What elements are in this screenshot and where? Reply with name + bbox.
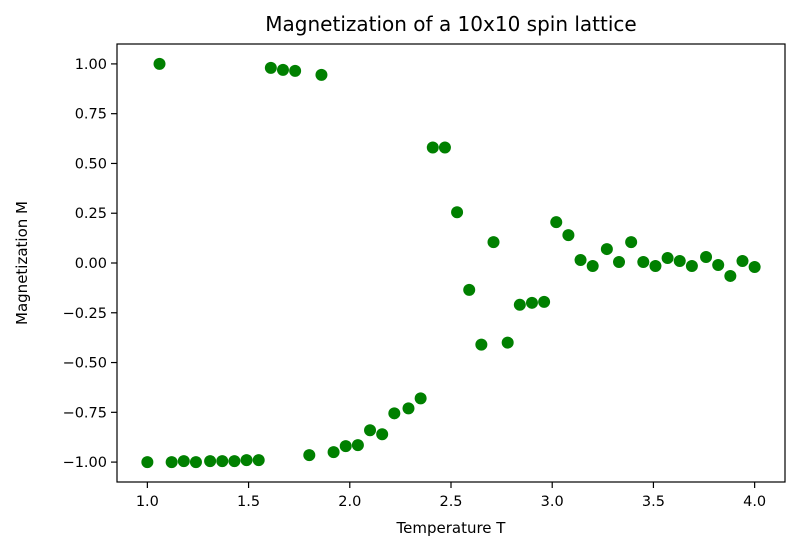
data-point [600, 243, 613, 256]
data-point [700, 251, 713, 264]
data-point [513, 298, 526, 311]
data-point [438, 141, 451, 154]
data-point [736, 255, 749, 268]
data-point [463, 283, 476, 296]
data-point [586, 259, 599, 272]
data-point [351, 439, 364, 452]
x-tick-label: 1.0 [136, 494, 159, 510]
data-point [724, 269, 737, 282]
data-point [475, 338, 488, 351]
data-point [303, 449, 316, 462]
x-tick-label: 2.5 [439, 494, 462, 510]
y-tick-label: −0.50 [63, 356, 107, 372]
data-point [613, 256, 626, 269]
data-point [289, 64, 302, 77]
data-point [538, 295, 551, 308]
y-tick-label: −0.25 [63, 306, 107, 322]
data-point [339, 440, 352, 453]
x-tick-label: 3.5 [642, 494, 665, 510]
data-point [315, 68, 328, 81]
data-point [240, 454, 253, 467]
data-point [712, 258, 725, 271]
data-point [327, 446, 340, 459]
data-point [451, 206, 464, 219]
y-tick-label: 1.00 [75, 57, 107, 73]
data-point [426, 141, 439, 154]
chart-title: Magnetization of a 10x10 spin lattice [265, 12, 636, 36]
data-point [141, 456, 154, 469]
y-tick-label: 0.25 [75, 206, 107, 222]
data-point [204, 455, 217, 468]
data-point [574, 254, 587, 267]
y-axis-label: Magnetization M [13, 201, 31, 325]
data-point [487, 236, 500, 249]
data-point [414, 392, 427, 405]
x-tick-label: 2.0 [338, 494, 361, 510]
data-point [216, 455, 229, 468]
x-axis: 1.0 1.5 2.0 2.5 3.0 3.5 4.0 [136, 482, 766, 510]
x-tick-label: 4.0 [743, 494, 766, 510]
data-point [525, 296, 538, 309]
data-point [562, 229, 575, 242]
y-tick-label: 0.50 [75, 156, 107, 172]
data-point [661, 252, 674, 265]
data-point [625, 236, 638, 249]
data-point [276, 63, 289, 76]
x-tick-label: 1.5 [237, 494, 260, 510]
y-tick-label: −0.75 [63, 405, 107, 421]
data-point [685, 259, 698, 272]
y-tick-label: 0.00 [75, 256, 107, 272]
data-point [388, 407, 401, 420]
data-point [228, 455, 241, 468]
data-point [376, 428, 389, 441]
data-point [748, 260, 761, 273]
data-point [252, 454, 265, 467]
y-tick-label: −1.00 [63, 455, 107, 471]
data-point [153, 57, 166, 70]
x-axis-label: Temperature T [396, 519, 507, 537]
data-point [673, 255, 686, 268]
data-points [141, 57, 761, 469]
y-tick-label: 0.75 [75, 107, 107, 123]
x-tick-label: 3.0 [541, 494, 564, 510]
y-axis: 1.00 0.75 0.50 0.25 0.00 −0.25 −0.50 −0.75 −1.00 [63, 57, 117, 471]
data-point [177, 455, 190, 468]
data-point [402, 402, 415, 415]
data-point [637, 256, 650, 269]
data-point [364, 424, 377, 437]
data-point [189, 456, 202, 469]
data-point [264, 61, 277, 74]
data-point [550, 216, 563, 229]
data-point [165, 456, 178, 469]
data-point [649, 259, 662, 272]
data-point [501, 336, 514, 349]
